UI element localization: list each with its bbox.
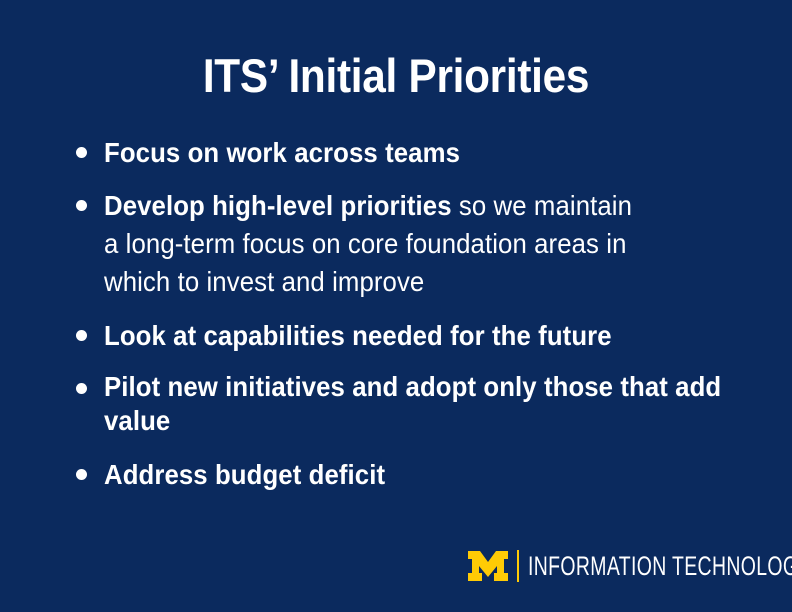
footer-divider [517, 550, 519, 582]
bullet-item: Pilot new initiatives and adopt only tho… [76, 370, 756, 438]
bullet-dot-icon [76, 330, 87, 341]
bullet-bold-text: Look at capabilities needed for the futu… [104, 320, 612, 351]
slide-title: ITS’ Initial Priorities [202, 49, 590, 102]
bullet-dot-icon [76, 147, 87, 158]
bullet-dot-icon [76, 469, 87, 480]
bullet-item: Look at capabilities needed for the futu… [76, 317, 756, 354]
bullet-list: Focus on work across teams Develop high-… [76, 134, 756, 493]
bullet-bold-text: Develop high-level priorities [104, 190, 452, 221]
bullet-bold-text: Focus on work across teams [104, 137, 461, 168]
department-name: INFORMATION TECHNOLOGY [528, 551, 792, 581]
bullet-bold-text: Address budget deficit [104, 459, 386, 490]
bullet-dot-icon [76, 383, 87, 394]
bullet-item: Develop high-level priorities so we main… [76, 187, 756, 301]
footer-branding: INFORMATION TECHNOLOGY [468, 548, 792, 584]
bullet-dot-icon [76, 200, 87, 211]
bullet-item: Focus on work across teams [76, 134, 756, 171]
bullet-item: Address budget deficit [76, 456, 756, 493]
block-m-logo-icon [468, 551, 508, 581]
bullet-bold-text: Pilot new initiatives and adopt only tho… [104, 371, 722, 436]
bullet-text: so we maintain a long-term focus on core… [104, 190, 633, 297]
